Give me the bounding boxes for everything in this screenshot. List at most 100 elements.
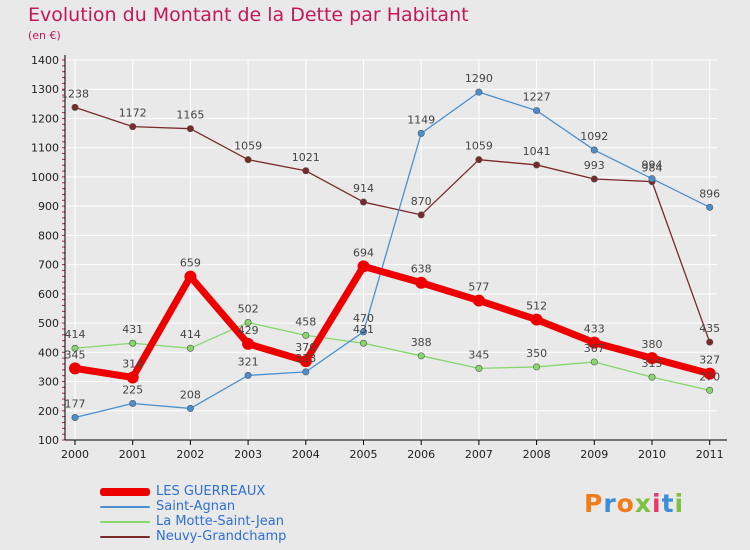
legend-item-neuvy-grandchamp: Neuvy-Grandchamp: [100, 529, 360, 544]
data-point-la-motte-saint-jean: [71, 344, 79, 352]
data-point-les-guerreaux: [703, 367, 716, 380]
y-tick-label: 400: [38, 346, 59, 359]
data-point-saint-agnan: [648, 175, 656, 183]
data-label-la-motte-saint-jean: 431: [353, 323, 374, 336]
data-point-saint-agnan: [302, 368, 310, 376]
data-label-les-guerreaux: 433: [584, 323, 605, 336]
x-tick-label: 2000: [61, 448, 89, 461]
legend-swatch-neuvy-grandchamp: [100, 536, 150, 538]
data-label-neuvy-grandchamp: 1059: [234, 140, 262, 153]
data-point-neuvy-grandchamp: [129, 123, 137, 131]
y-tick-label: 600: [38, 288, 59, 301]
y-tick-label: 300: [38, 376, 59, 389]
data-label-les-guerreaux: 314: [122, 357, 143, 370]
legend-label-les-guerreaux: LES GUERREAUX: [156, 484, 266, 499]
data-label-saint-agnan: 225: [122, 383, 143, 396]
x-tick-label: 2006: [407, 448, 435, 461]
data-label-la-motte-saint-jean: 431: [122, 323, 143, 336]
data-point-la-motte-saint-jean: [244, 318, 252, 326]
x-tick-label: 2009: [580, 448, 608, 461]
data-label-neuvy-grandchamp: 993: [584, 159, 605, 172]
data-label-saint-agnan: 333: [295, 352, 316, 365]
series-line-neuvy-grandchamp: [74, 106, 711, 343]
data-point-neuvy-grandchamp: [417, 211, 425, 219]
data-label-neuvy-grandchamp: 1041: [523, 145, 551, 158]
data-label-les-guerreaux: 429: [238, 324, 259, 337]
data-label-saint-agnan: 1092: [580, 130, 608, 143]
y-tick-label: 200: [38, 405, 59, 418]
data-label-saint-agnan: 1227: [523, 91, 551, 104]
data-point-saint-agnan: [417, 129, 425, 137]
chart-subtitle: (en €): [28, 29, 61, 42]
data-point-les-guerreaux: [472, 294, 485, 307]
data-point-saint-agnan: [706, 203, 714, 211]
data-point-la-motte-saint-jean: [475, 364, 483, 372]
data-label-saint-agnan: 470: [353, 312, 374, 325]
data-label-neuvy-grandchamp: 1165: [176, 109, 204, 122]
data-label-la-motte-saint-jean: 388: [411, 336, 432, 349]
data-point-neuvy-grandchamp: [71, 103, 79, 111]
data-label-saint-agnan: 321: [238, 355, 259, 368]
data-label-neuvy-grandchamp: 914: [353, 182, 374, 195]
data-point-les-guerreaux: [69, 362, 81, 375]
data-point-les-guerreaux: [299, 355, 312, 368]
data-point-les-guerreaux: [126, 371, 139, 384]
data-label-neuvy-grandchamp: 1021: [292, 151, 320, 164]
data-label-neuvy-grandchamp: 984: [642, 162, 663, 175]
data-point-saint-agnan: [71, 413, 79, 421]
data-label-les-guerreaux: 370: [295, 341, 316, 354]
legend-item-la-motte-saint-jean: La Motte-Saint-Jean: [100, 514, 360, 529]
data-point-neuvy-grandchamp: [302, 167, 310, 175]
data-point-la-motte-saint-jean: [590, 358, 598, 366]
data-point-la-motte-saint-jean: [129, 339, 137, 347]
legend-swatch-saint-agnan: [100, 506, 150, 508]
x-tick-label: 2010: [638, 448, 666, 461]
x-tick-label: 2008: [523, 448, 551, 461]
data-label-la-motte-saint-jean: 350: [526, 347, 547, 360]
y-tick-label: 1200: [31, 112, 59, 125]
data-label-les-guerreaux: 577: [468, 281, 489, 294]
x-tick-label: 2007: [465, 448, 493, 461]
x-tick-label: 2011: [696, 448, 724, 461]
data-point-saint-agnan: [475, 88, 483, 96]
data-point-saint-agnan: [533, 107, 541, 115]
data-point-les-guerreaux: [242, 337, 255, 350]
data-label-saint-agnan: 896: [699, 187, 720, 200]
legend-swatch-la-motte-saint-jean: [100, 521, 150, 523]
data-label-neuvy-grandchamp: 870: [411, 195, 432, 208]
data-point-la-motte-saint-jean: [648, 373, 656, 381]
data-label-saint-agnan: 994: [642, 159, 663, 172]
data-label-les-guerreaux: 638: [411, 263, 432, 276]
data-point-la-motte-saint-jean: [186, 344, 194, 352]
y-tick-label: 1300: [31, 83, 59, 96]
legend-item-saint-agnan: Saint-Agnan: [100, 499, 360, 514]
data-label-la-motte-saint-jean: 367: [584, 342, 605, 355]
data-point-saint-agnan: [590, 146, 598, 154]
legend-label-neuvy-grandchamp: Neuvy-Grandchamp: [156, 529, 287, 544]
data-point-les-guerreaux: [415, 276, 428, 289]
series-line-les-guerreaux: [71, 262, 714, 381]
data-label-la-motte-saint-jean: 345: [468, 348, 489, 361]
data-label-la-motte-saint-jean: 414: [180, 328, 201, 341]
y-tick-label: 900: [38, 200, 59, 213]
data-point-neuvy-grandchamp: [186, 125, 194, 133]
data-label-les-guerreaux: 694: [353, 246, 374, 259]
data-label-les-guerreaux: 512: [526, 300, 547, 313]
x-tick-label: 2005: [350, 448, 378, 461]
data-label-les-guerreaux: 345: [65, 348, 86, 361]
data-label-les-guerreaux: 327: [699, 354, 720, 367]
data-point-les-guerreaux: [588, 336, 601, 349]
data-point-saint-agnan: [359, 328, 367, 336]
legend-label-la-motte-saint-jean: La Motte-Saint-Jean: [156, 514, 285, 529]
data-point-neuvy-grandchamp: [359, 198, 367, 206]
data-label-neuvy-grandchamp: 1238: [61, 87, 89, 100]
x-tick-label: 2002: [176, 448, 204, 461]
data-label-saint-agnan: 1149: [407, 113, 435, 126]
data-point-neuvy-grandchamp: [590, 175, 598, 183]
series-line-saint-agnan: [74, 91, 711, 419]
data-label-la-motte-saint-jean: 270: [699, 370, 720, 383]
data-label-saint-agnan: 1290: [465, 72, 493, 85]
data-label-les-guerreaux: 380: [642, 338, 663, 351]
y-tick-label: 1000: [31, 171, 59, 184]
